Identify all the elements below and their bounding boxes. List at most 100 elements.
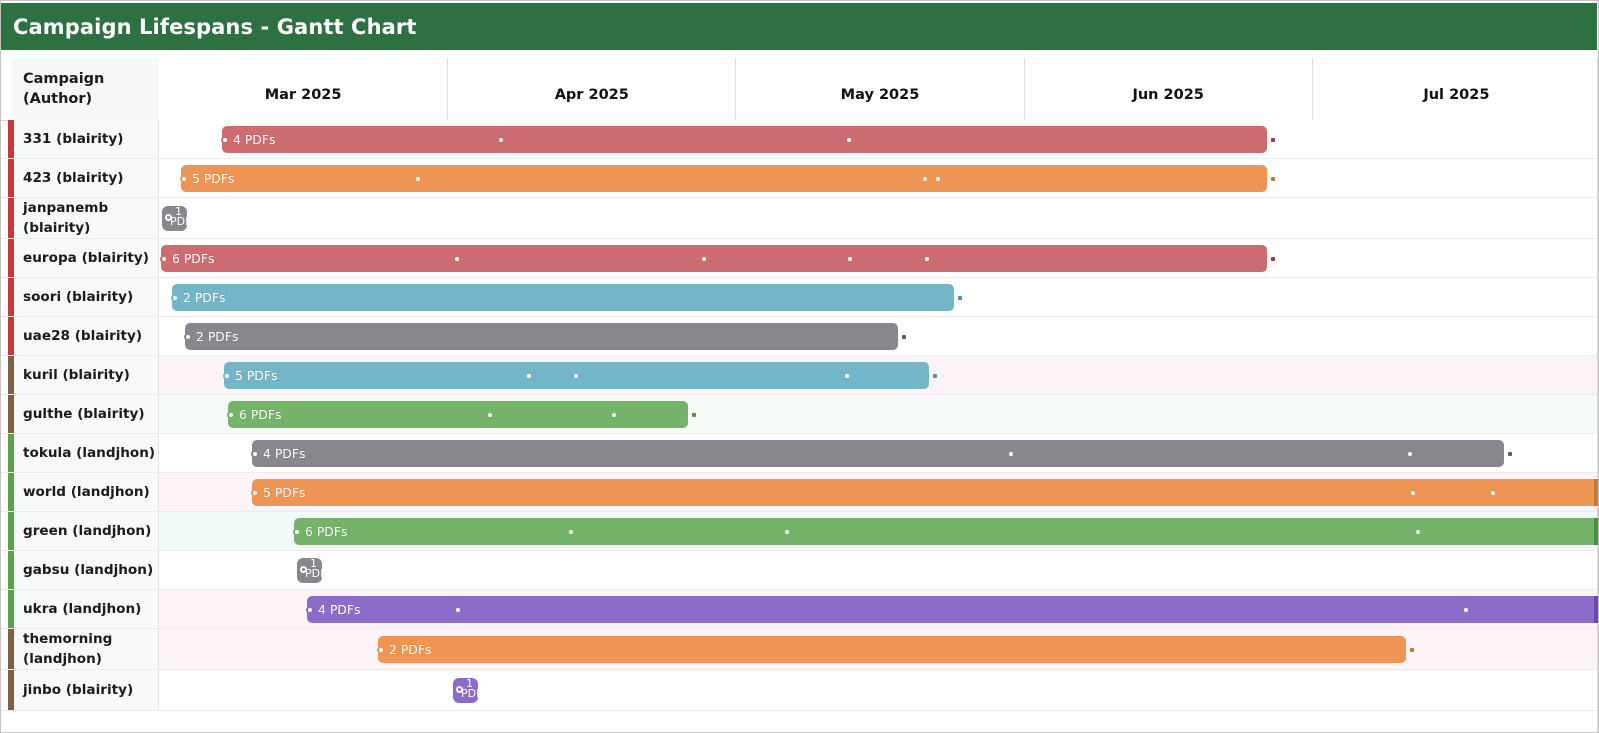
row-label-cell[interactable]: kuril (blairity) (14, 356, 159, 394)
gantt-row[interactable]: europa (blairity) 6 PDFs (1, 239, 1598, 278)
gantt-row[interactable]: soori (blairity) 2 PDFs (1, 278, 1598, 317)
month-label: Jun 2025 (1132, 86, 1204, 103)
gantt-row[interactable]: tokula (landjhon) 4 PDFs (1, 434, 1598, 473)
pdf-marker-icon[interactable] (223, 371, 231, 380)
gantt-bar[interactable]: 4 PDFs (252, 440, 1504, 467)
row-label-cell[interactable]: green (landjhon) (14, 512, 159, 550)
pdf-marker-icon[interactable] (377, 645, 385, 654)
pdf-marker-icon[interactable] (921, 174, 929, 183)
pdf-marker-icon[interactable] (783, 527, 791, 536)
pdf-marker-icon[interactable] (227, 410, 235, 419)
pdf-marker-icon[interactable] (251, 488, 259, 497)
gantt-bar[interactable]: 2 PDFs (378, 636, 1406, 663)
gantt-row[interactable]: gulthe (blairity) 6 PDFs (1, 395, 1598, 434)
chip-unit: PDF (305, 567, 322, 580)
row-label-cell[interactable]: soori (blairity) (14, 278, 159, 316)
pdf-marker-icon[interactable] (1414, 527, 1422, 536)
month-header-apr-2025: Apr 2025 (447, 58, 735, 120)
row-label-cell[interactable]: tokula (landjhon) (14, 434, 159, 472)
row-timeline-track: 1PDF (159, 198, 1598, 238)
pdf-marker-icon[interactable] (306, 605, 314, 614)
pdf-marker-icon[interactable] (845, 135, 853, 144)
gantt-bar[interactable]: 6 PDFs (228, 401, 688, 428)
row-label-cell[interactable]: world (landjhon) (14, 473, 159, 511)
pdf-marker-icon[interactable] (1489, 488, 1497, 497)
row-label-line1: kuril (blairity) (23, 367, 130, 383)
pdf-marker-icon[interactable] (414, 174, 422, 183)
row-label-cell[interactable]: janpanemb (blairity) (14, 198, 159, 238)
gantt-row[interactable]: gabsu (landjhon) 1PDF (1, 551, 1598, 590)
pdf-marker-icon[interactable] (525, 371, 533, 380)
gantt-row[interactable]: kuril (blairity) 5 PDFs (1, 356, 1598, 395)
gantt-row[interactable]: world (landjhon) 5 PDFs (1, 473, 1598, 512)
row-label-cell[interactable]: 423 (blairity) (14, 159, 159, 197)
pdf-marker-icon[interactable] (251, 449, 259, 458)
window-title-bar: Campaign Lifespans - Gantt Chart (1, 3, 1597, 50)
pdf-marker-icon[interactable] (1007, 449, 1015, 458)
row-label-cell[interactable]: gulthe (blairity) (14, 395, 159, 433)
pdf-marker-icon[interactable] (1406, 449, 1414, 458)
bar-end-marker (1271, 256, 1275, 261)
pdf-marker-icon[interactable] (453, 254, 461, 263)
pdf-marker-icon[interactable] (1409, 488, 1417, 497)
gantt-bar[interactable]: 4 PDFs (222, 126, 1267, 153)
row-group-stripe (8, 512, 14, 550)
row-timeline-track: 4 PDFs (159, 120, 1598, 158)
gantt-bar[interactable]: 5 PDFs (252, 479, 1598, 506)
pdf-marker-icon[interactable] (293, 527, 301, 536)
row-label-cell[interactable]: europa (blairity) (14, 239, 159, 277)
row-label-cell[interactable]: 331 (blairity) (14, 120, 159, 158)
row-label-line2: (blairity) (23, 220, 91, 236)
pdf-marker-icon[interactable] (934, 174, 942, 183)
gantt-bar-label: 5 PDFs (263, 485, 306, 500)
pdf-marker-icon[interactable] (1462, 605, 1470, 614)
gantt-bar[interactable]: 6 PDFs (294, 518, 1598, 545)
pdf-marker-icon[interactable] (700, 254, 708, 263)
gantt-row[interactable]: themorning (landjhon) 2 PDFs (1, 629, 1598, 670)
row-label-header-line2: (Author) (23, 91, 93, 107)
pdf-marker-icon[interactable] (171, 293, 179, 302)
gantt-row[interactable]: 423 (blairity) 5 PDFs (1, 159, 1598, 198)
row-label-cell[interactable]: ukra (landjhon) (14, 590, 159, 628)
bar-end-marker (1271, 176, 1275, 181)
pdf-marker-icon[interactable] (843, 371, 851, 380)
pdf-marker-icon[interactable] (180, 174, 188, 183)
chip-count: 1 (175, 206, 182, 218)
gantt-bar[interactable]: 2 PDFs (172, 284, 954, 311)
row-label-cell[interactable]: uae28 (blairity) (14, 317, 159, 355)
gantt-bar-label: 5 PDFs (235, 368, 278, 383)
pdf-marker-icon[interactable] (567, 527, 575, 536)
row-label-cell[interactable]: gabsu (landjhon) (14, 551, 159, 589)
gantt-row[interactable]: jinbo (blairity) 1PDF (1, 670, 1598, 711)
pdf-marker-icon[interactable] (184, 332, 192, 341)
row-label-line1: tokula (landjhon) (23, 445, 156, 461)
pdf-marker-icon[interactable] (160, 254, 168, 263)
gantt-row[interactable]: green (landjhon) 6 PDFs (1, 512, 1598, 551)
row-group-stripe (8, 239, 14, 277)
pdf-marker-icon[interactable] (454, 605, 462, 614)
pdf-marker-icon[interactable] (610, 410, 618, 419)
pdf-marker-icon[interactable] (497, 135, 505, 144)
gantt-row[interactable]: ukra (landjhon) 4 PDFs (1, 590, 1598, 629)
single-pdf-chip[interactable]: 1PDF (162, 206, 187, 231)
row-label-cell[interactable]: jinbo (blairity) (14, 670, 159, 710)
pdf-marker-icon[interactable] (486, 410, 494, 419)
pdf-marker-icon[interactable] (923, 254, 931, 263)
gantt-row[interactable]: janpanemb (blairity) 1PDF (1, 198, 1598, 239)
pdf-marker-icon[interactable] (572, 371, 580, 380)
row-label-cell[interactable]: themorning (landjhon) (14, 629, 159, 669)
row-timeline-track: 5 PDFs (159, 473, 1598, 511)
gantt-bar[interactable]: 6 PDFs (161, 245, 1267, 272)
gantt-bar[interactable]: 2 PDFs (185, 323, 898, 350)
gantt-row[interactable]: uae28 (blairity) 2 PDFs (1, 317, 1598, 356)
gantt-bar[interactable]: 5 PDFs (181, 165, 1267, 192)
single-pdf-chip[interactable]: 1PDF (453, 678, 478, 703)
gantt-row[interactable]: 331 (blairity) 4 PDFs (1, 120, 1598, 159)
single-pdf-chip[interactable]: 1PDF (297, 558, 322, 583)
pdf-marker-icon[interactable] (846, 254, 854, 263)
row-label-line1: 331 (blairity) (23, 131, 124, 147)
pdf-marker-icon[interactable] (221, 135, 229, 144)
gantt-bar-label: 4 PDFs (233, 132, 276, 147)
row-group-stripe (8, 473, 14, 511)
gantt-bar[interactable]: 4 PDFs (307, 596, 1598, 623)
